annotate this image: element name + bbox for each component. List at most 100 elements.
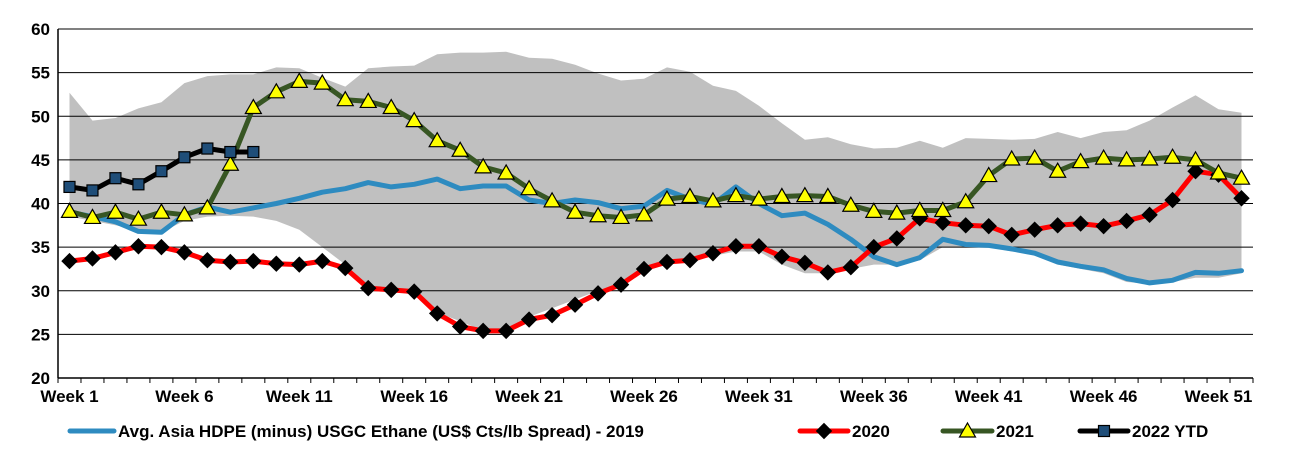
y-tick-label-40: 40 xyxy=(31,195,50,214)
data-point-2021-week-2 xyxy=(83,208,102,225)
x-tick-label-week-21: Week 21 xyxy=(495,387,563,406)
data-point-2021-week-44 xyxy=(1048,162,1067,178)
data-point-2021-week-41 xyxy=(979,166,998,183)
legend-label: 2022 YTD xyxy=(1132,422,1208,441)
data-point-2020-week-16 xyxy=(405,283,423,300)
legend-item-2022-ytd: 2022 YTD xyxy=(1077,422,1208,441)
data-point-2021-week-49 xyxy=(1163,148,1182,164)
data-point-2022-ytd-week-2 xyxy=(86,184,99,197)
data-point-2021-week-36 xyxy=(864,202,883,218)
data-point-2021-week-35 xyxy=(841,196,860,212)
data-point-2020-week-24 xyxy=(589,285,607,302)
range-band-layer xyxy=(69,51,1242,331)
data-point-2022-ytd-week-3 xyxy=(109,172,122,185)
x-tick-label-week-1: Week 1 xyxy=(40,387,98,406)
data-point-2021-week-14 xyxy=(359,92,378,109)
series-2022-ytd xyxy=(63,142,260,197)
data-point-2022-ytd-week-7 xyxy=(201,142,214,155)
data-point-2021-week-28 xyxy=(680,187,700,204)
data-point-2020-week-46 xyxy=(1095,217,1112,235)
data-point-2021-week-18 xyxy=(451,141,470,157)
legend-item-2020: 2020 xyxy=(797,422,890,441)
x-tick-label-week-41: Week 41 xyxy=(955,387,1023,406)
series-line-2020 xyxy=(67,168,1244,334)
data-point-2021-week-9 xyxy=(244,98,263,115)
data-point-2021-week-27 xyxy=(657,189,677,206)
data-point-2020-week-4 xyxy=(130,238,147,255)
y-tick-label-60: 60 xyxy=(31,20,50,39)
data-point-2020-week-19 xyxy=(474,322,492,340)
data-point-2020-week-32 xyxy=(773,248,791,265)
x-tick-label-week-46: Week 46 xyxy=(1070,387,1138,406)
data-point-2022-ytd-week-9 xyxy=(247,145,260,159)
data-point-2022-ytd-week-1 xyxy=(63,180,76,194)
data-point-2020-week-50 xyxy=(1187,163,1204,180)
data-point-2020-week-9 xyxy=(245,252,262,270)
data-point-2021-week-39 xyxy=(933,201,952,218)
data-point-2020-week-29 xyxy=(704,245,722,262)
data-point-2021-week-42 xyxy=(1002,149,1021,166)
data-point-2021-week-47 xyxy=(1117,150,1136,167)
data-point-2020-week-22 xyxy=(543,306,561,324)
x-tick-label-week-31: Week 31 xyxy=(725,387,793,406)
data-point-2021-week-32 xyxy=(772,187,791,204)
data-point-2021-week-19 xyxy=(474,157,493,174)
y-tick-label-55: 55 xyxy=(31,64,50,83)
data-point-2020-week-43 xyxy=(1026,221,1043,238)
data-point-2020-week-27 xyxy=(658,253,676,271)
data-point-2020-week-30 xyxy=(727,238,745,255)
range-band-area xyxy=(69,51,1242,331)
data-point-2021-week-40 xyxy=(956,192,975,209)
data-point-2021-week-52 xyxy=(1232,168,1251,185)
data-point-2021-week-11 xyxy=(290,72,309,88)
data-point-2021-week-12 xyxy=(313,73,332,90)
data-point-2020-week-14 xyxy=(360,279,377,297)
x-tick-label-week-26: Week 26 xyxy=(610,387,678,406)
data-point-2021-week-45 xyxy=(1071,152,1090,169)
data-point-2021-week-46 xyxy=(1094,148,1113,165)
data-point-2020-week-1 xyxy=(61,252,78,270)
data-point-2021-week-38 xyxy=(910,201,929,218)
data-point-2021-week-8 xyxy=(221,155,240,171)
data-point-2020-week-40 xyxy=(957,217,974,234)
data-point-2021-week-16 xyxy=(405,111,424,128)
legend-item-avg-asia-hdpe-minus-usgc-ethane-us-cts-lb-spread-2019: Avg. Asia HDPE (minus) USGC Ethane (US$ … xyxy=(67,422,644,441)
data-point-2020-week-34 xyxy=(819,264,837,281)
data-point-2021-week-24 xyxy=(589,206,608,223)
data-point-2021-week-43 xyxy=(1025,148,1044,165)
data-point-2021-week-50 xyxy=(1186,150,1205,167)
data-point-2021-week-13 xyxy=(336,90,355,107)
data-point-2020-week-6 xyxy=(176,244,193,261)
data-point-2021-week-51 xyxy=(1209,163,1228,180)
data-point-2020-week-20 xyxy=(497,322,515,340)
x-tick-label-week-16: Week 16 xyxy=(380,387,448,406)
data-point-2022-ytd-week-4 xyxy=(132,178,145,191)
data-point-2021-week-31 xyxy=(749,189,768,206)
legend-swatch-marker xyxy=(958,421,977,438)
data-point-2021-week-34 xyxy=(818,187,837,204)
data-point-2020-week-49 xyxy=(1164,191,1181,209)
y-tick-label-30: 30 xyxy=(31,282,50,301)
data-point-2020-week-45 xyxy=(1072,215,1089,232)
data-point-2020-week-13 xyxy=(337,259,354,277)
legend-swatch-marker xyxy=(1097,424,1111,438)
data-point-2021-week-5 xyxy=(152,203,171,219)
data-point-2021-week-30 xyxy=(726,186,745,203)
data-point-2021-week-15 xyxy=(382,98,401,115)
data-point-2022-ytd-week-5 xyxy=(155,165,168,178)
data-point-2020-week-33 xyxy=(796,254,814,272)
data-point-2021-week-21 xyxy=(520,179,539,196)
data-point-2020-week-47 xyxy=(1118,212,1135,230)
data-point-2020-week-42 xyxy=(1003,226,1020,244)
data-point-2021-week-23 xyxy=(566,203,585,219)
data-point-2020-week-36 xyxy=(865,238,883,256)
legend-label: 2021 xyxy=(996,422,1034,441)
data-point-2020-week-52 xyxy=(1233,190,1250,207)
data-point-2021-week-10 xyxy=(267,82,286,99)
data-point-2022-ytd-week-6 xyxy=(178,151,191,164)
data-point-2020-week-39 xyxy=(934,214,951,231)
data-point-2020-week-10 xyxy=(268,255,285,272)
x-tick-label-week-51: Week 51 xyxy=(1185,387,1253,406)
legend-item-2021: 2021 xyxy=(940,421,1034,441)
data-point-2020-week-3 xyxy=(107,244,124,261)
